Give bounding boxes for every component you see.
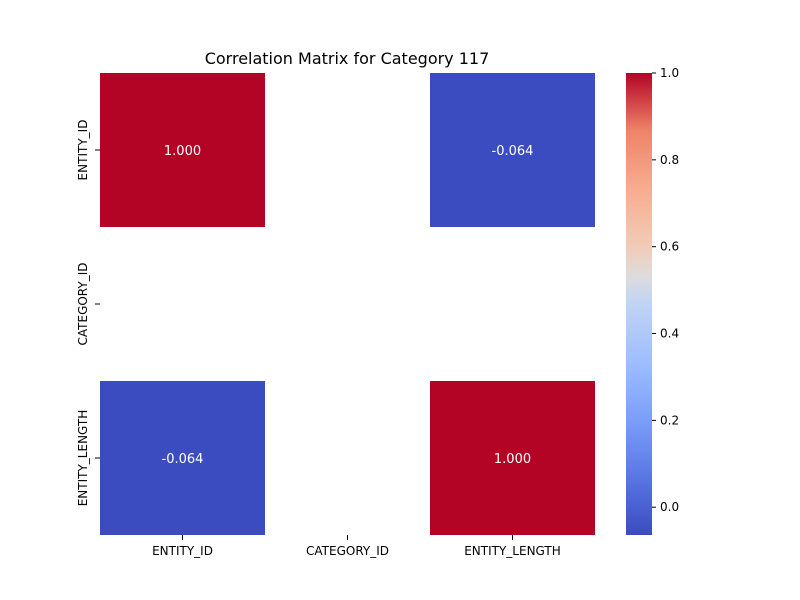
y-tick-label: ENTITY_ID <box>76 120 90 181</box>
cell-value-label: 1.000 <box>164 144 201 159</box>
colorbar-tick-label: 0.8 <box>660 153 679 167</box>
colorbar-ticks: 0.0 0.2 0.4 0.6 0.8 1.0 <box>652 66 679 514</box>
cell-value-label: 1.000 <box>494 452 531 467</box>
heatmap-cells: 1.000 -0.064 -0.064 1.000 <box>100 73 595 535</box>
colorbar-tick-label: 1.0 <box>660 66 679 80</box>
y-axis: ENTITY_ID CATEGORY_ID ENTITY_LENGTH <box>76 120 100 507</box>
heatmap-cell-0-2 <box>430 73 595 227</box>
colorbar-tick-label: 0.2 <box>660 413 679 427</box>
cell-value-label: -0.064 <box>492 144 534 159</box>
x-axis: ENTITY_ID CATEGORY_ID ENTITY_LENGTH <box>152 535 561 558</box>
chart-title: Correlation Matrix for Category 117 <box>205 49 490 68</box>
colorbar-tick-label: 0.0 <box>660 500 679 514</box>
cell-value-label: -0.064 <box>162 452 204 467</box>
colorbar: 0.0 0.2 0.4 0.6 0.8 1.0 <box>626 66 679 535</box>
colorbar-tick-label: 0.6 <box>660 240 679 254</box>
x-tick-label: ENTITY_ID <box>152 544 213 558</box>
x-tick-label: ENTITY_LENGTH <box>464 544 561 558</box>
x-tick-label: CATEGORY_ID <box>306 544 389 558</box>
y-tick-label: ENTITY_LENGTH <box>76 410 90 507</box>
heatmap-cell-0-0 <box>100 73 265 227</box>
y-tick-label: CATEGORY_ID <box>76 263 90 346</box>
colorbar-gradient <box>626 73 652 535</box>
colorbar-tick-label: 0.4 <box>660 327 679 341</box>
heatmap-cell-2-2 <box>430 381 595 535</box>
heatmap-cell-2-0 <box>100 381 265 535</box>
